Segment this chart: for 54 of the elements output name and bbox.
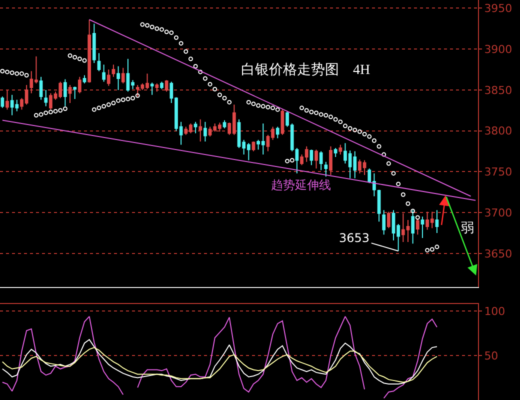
candlestick bbox=[97, 52, 101, 72]
candlestick bbox=[324, 161, 328, 178]
candlestick bbox=[116, 66, 120, 90]
candlestick bbox=[92, 23, 96, 64]
candlestick bbox=[198, 118, 202, 142]
line-series bbox=[2, 339, 438, 384]
candlestick bbox=[276, 126, 280, 139]
candlestick bbox=[78, 76, 82, 94]
candlestick bbox=[160, 81, 164, 90]
candlestick bbox=[82, 74, 86, 84]
y-tick-label: 100 bbox=[484, 304, 506, 318]
y-tick-label: 3750 bbox=[484, 166, 512, 179]
y-tick-label: 3900 bbox=[484, 42, 512, 56]
annotation: 3653 bbox=[339, 231, 370, 245]
candlestick bbox=[204, 121, 207, 142]
candlestick bbox=[310, 149, 314, 166]
candlestick bbox=[386, 211, 390, 229]
candlestick bbox=[222, 120, 226, 129]
annotation: 弱 bbox=[461, 220, 474, 235]
candlestick bbox=[155, 82, 159, 92]
candlestick bbox=[88, 19, 92, 84]
y-tick-label: 3800 bbox=[484, 124, 512, 138]
candlestick bbox=[150, 82, 154, 96]
candlestick bbox=[382, 210, 386, 236]
series-label: 趋势延伸线 bbox=[271, 178, 331, 192]
candlestick bbox=[68, 84, 72, 104]
candlestick bbox=[338, 144, 342, 156]
candlestick bbox=[280, 109, 284, 136]
candlestick bbox=[106, 69, 110, 86]
candlestick bbox=[334, 148, 338, 158]
candlestick bbox=[44, 89, 48, 107]
candlestick bbox=[73, 86, 77, 100]
y-tick-label: 50 bbox=[484, 349, 498, 362]
candlestick bbox=[0, 96, 4, 108]
candlestick bbox=[112, 64, 116, 78]
y-tick-label: 3850 bbox=[484, 84, 512, 97]
y-tick-label: 3950 bbox=[484, 2, 512, 16]
candlestick bbox=[435, 210, 439, 234]
candlestick bbox=[314, 149, 318, 169]
y-tick-label: 3650 bbox=[484, 247, 512, 260]
candlestick bbox=[377, 189, 381, 222]
y-tick-label: 3700 bbox=[484, 206, 512, 220]
candlestick bbox=[64, 78, 67, 107]
candlestick bbox=[102, 64, 106, 82]
candlestick bbox=[329, 146, 332, 176]
candlestick bbox=[6, 89, 9, 110]
candlestick bbox=[420, 216, 424, 238]
candlestick bbox=[319, 150, 323, 171]
candlestick bbox=[164, 80, 168, 92]
candlestick bbox=[194, 121, 198, 134]
text: 白银价格走势图 4H bbox=[241, 62, 370, 78]
candlestick bbox=[121, 67, 125, 84]
line-series bbox=[2, 347, 438, 383]
candlestick bbox=[39, 76, 43, 100]
